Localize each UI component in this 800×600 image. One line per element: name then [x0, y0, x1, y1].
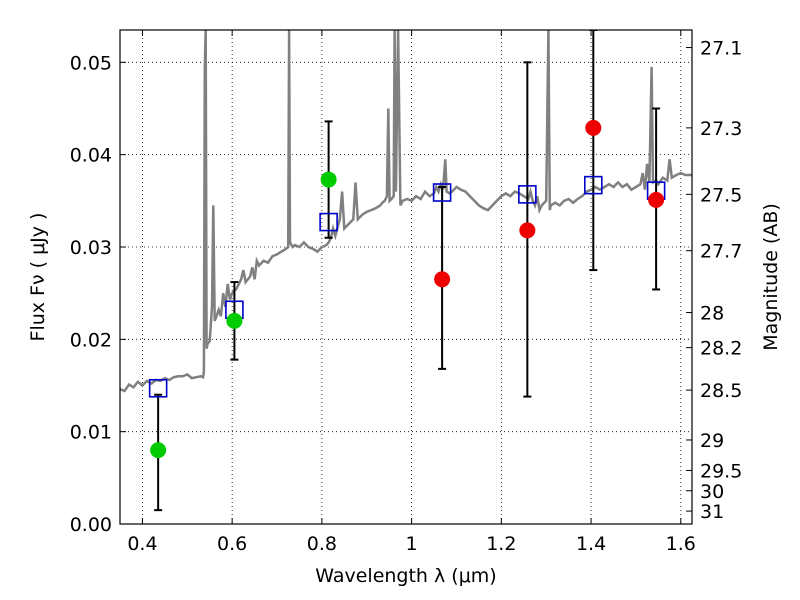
x-axis-ticks: 0.4 0.6 0.8 1 1.2 1.4 1.6: [127, 30, 696, 555]
y-tick-label: 0.04: [70, 145, 112, 167]
plot-frame: [119, 29, 693, 525]
model-square-marker: [319, 212, 338, 232]
mag-tick-label: 30: [700, 481, 724, 503]
mag-tick-label: 27.7: [700, 241, 742, 263]
y-axis-ticks: 0.00 0.01 0.02 0.03 0.04 0.05: [70, 52, 126, 536]
y-tick-label: 0.01: [70, 422, 112, 444]
model-square-marker: [584, 175, 603, 195]
x-tick-label: 1: [406, 533, 418, 555]
x-tick-label: 1.6: [666, 533, 696, 555]
mag-tick-label: 28.2: [700, 338, 742, 360]
mag-tick-label: 28.5: [700, 380, 742, 402]
model-square-marker: [518, 185, 537, 204]
x-tick-label: 0.4: [127, 533, 157, 555]
mag-tick-label: 27.3: [700, 118, 742, 140]
y-tick-label: 0.05: [70, 52, 112, 74]
observed-circle-marker: [150, 442, 167, 459]
mag-tick-label: 29.5: [700, 460, 742, 482]
observed-circle-marker: [648, 191, 665, 208]
x-tick-label: 1.2: [486, 533, 516, 555]
observed-circle-marker: [226, 312, 243, 329]
x-tick-label: 1.4: [576, 533, 606, 555]
observed-circle-marker: [585, 119, 602, 136]
model-square-marker: [432, 183, 452, 202]
y-tick-label: 0.00: [70, 514, 112, 536]
observed-circle-marker: [519, 222, 536, 239]
error-bars: [154, 30, 661, 512]
plot-content: [120, 30, 692, 512]
observed-circle-marker: [434, 271, 451, 288]
observed-circle-marker: [320, 171, 337, 188]
y-tick-label: 0.02: [70, 329, 112, 351]
mag-tick-label: 29: [700, 430, 724, 452]
x-tick-label: 0.6: [217, 533, 247, 555]
mag-tick-label: 27.5: [700, 184, 742, 206]
model-square-marker: [148, 378, 168, 398]
y-tick-label: 0.03: [70, 237, 112, 259]
observed-photometry-points: [150, 119, 665, 459]
mag-tick-label: 27.1: [700, 38, 742, 60]
x-axis-label: Wavelength λ (μm): [315, 565, 496, 587]
right-axis-label: Magnitude (AB): [760, 203, 782, 351]
mag-tick-label: 31: [700, 501, 724, 523]
model-spectrum-line: [120, 30, 692, 393]
mag-tick-label: 28: [700, 303, 724, 325]
x-tick-label: 0.8: [307, 533, 337, 555]
y-axis-label: Flux Fν ( μJy ): [27, 213, 49, 342]
